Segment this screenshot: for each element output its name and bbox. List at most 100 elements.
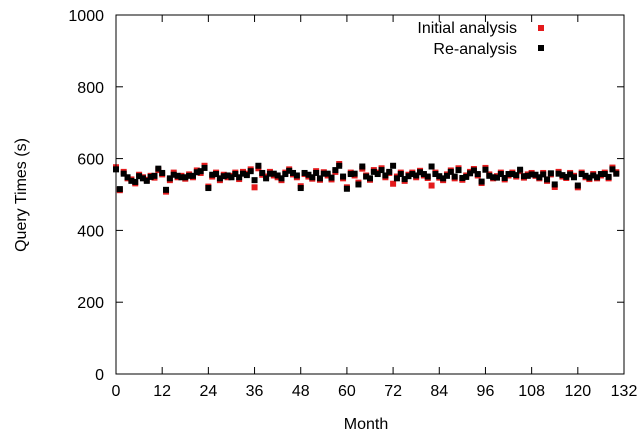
- point-re-analysis: [363, 173, 370, 180]
- legend-swatch-re-analysis: [538, 45, 544, 51]
- point-re-analysis: [316, 175, 323, 182]
- point-re-analysis: [328, 174, 335, 181]
- y-tick-label: 800: [77, 80, 104, 97]
- legend-label-initial-analysis: Initial analysis: [417, 20, 517, 37]
- point-re-analysis: [436, 173, 443, 180]
- point-re-analysis: [136, 173, 143, 180]
- point-re-analysis: [501, 174, 508, 181]
- point-re-analysis: [490, 174, 497, 181]
- point-re-analysis: [517, 166, 524, 173]
- point-re-analysis: [428, 163, 435, 170]
- point-re-analysis: [378, 167, 385, 174]
- point-re-analysis: [459, 174, 466, 181]
- point-re-analysis: [528, 171, 535, 178]
- point-re-analysis: [594, 174, 601, 181]
- point-re-analysis: [478, 178, 485, 185]
- point-re-analysis: [597, 171, 604, 178]
- x-tick-label: 24: [199, 383, 217, 400]
- point-initial-analysis: [251, 184, 258, 191]
- point-re-analysis: [613, 170, 620, 177]
- point-re-analysis: [551, 181, 558, 188]
- point-re-analysis: [555, 170, 562, 177]
- point-re-analysis: [236, 174, 243, 181]
- point-re-analysis: [424, 173, 431, 180]
- point-re-analysis: [447, 168, 454, 175]
- point-re-analysis: [432, 171, 439, 178]
- point-re-analysis: [370, 168, 377, 175]
- point-re-analysis: [397, 171, 404, 178]
- point-re-analysis: [301, 169, 308, 176]
- point-re-analysis: [386, 168, 393, 175]
- point-re-analysis: [355, 181, 362, 188]
- point-re-analysis: [220, 173, 227, 180]
- x-tick-label: 132: [611, 383, 638, 400]
- point-re-analysis: [509, 171, 516, 178]
- point-re-analysis: [213, 171, 220, 178]
- point-re-analysis: [170, 171, 177, 178]
- point-re-analysis: [293, 172, 300, 179]
- point-re-analysis: [216, 175, 223, 182]
- point-re-analysis: [359, 163, 366, 170]
- point-re-analysis: [266, 170, 273, 177]
- x-tick-label: 0: [112, 383, 121, 400]
- x-tick-label: 96: [477, 383, 495, 400]
- point-re-analysis: [451, 173, 458, 180]
- point-re-analysis: [343, 185, 350, 192]
- point-re-analysis: [601, 171, 608, 178]
- x-tick-label: 12: [153, 383, 171, 400]
- x-tick-label: 84: [430, 383, 448, 400]
- point-re-analysis: [440, 175, 447, 182]
- point-re-analysis: [251, 177, 258, 184]
- legend-swatch-initial-analysis: [538, 25, 544, 31]
- point-re-analysis: [228, 174, 235, 181]
- point-re-analysis: [259, 169, 266, 176]
- point-re-analysis: [351, 170, 358, 177]
- point-re-analysis: [463, 173, 470, 180]
- point-re-analysis: [347, 171, 354, 178]
- point-re-analysis: [382, 172, 389, 179]
- x-axis-label: Month: [344, 416, 388, 433]
- y-axis-label: Query Times (s): [13, 138, 30, 252]
- point-re-analysis: [486, 172, 493, 179]
- point-re-analysis: [544, 176, 551, 183]
- point-re-analysis: [201, 164, 208, 171]
- point-re-analysis: [578, 171, 585, 178]
- point-re-analysis: [497, 171, 504, 178]
- point-re-analysis: [243, 172, 250, 179]
- point-re-analysis: [120, 170, 127, 177]
- point-re-analysis: [605, 173, 612, 180]
- point-re-analysis: [532, 171, 539, 178]
- point-re-analysis: [567, 171, 574, 178]
- point-re-analysis: [224, 172, 231, 179]
- point-re-analysis: [143, 177, 150, 184]
- x-tick-label: 48: [292, 383, 310, 400]
- x-tick-label: 108: [518, 383, 545, 400]
- point-re-analysis: [455, 167, 462, 174]
- point-re-analysis: [505, 171, 512, 178]
- point-re-analysis: [590, 172, 597, 179]
- point-re-analysis: [232, 171, 239, 178]
- y-tick-label: 0: [95, 367, 104, 384]
- point-re-analysis: [240, 170, 246, 177]
- point-re-analysis: [470, 167, 477, 174]
- point-re-analysis: [270, 170, 277, 177]
- point-re-analysis: [474, 171, 481, 178]
- point-re-analysis: [286, 167, 293, 174]
- point-re-analysis: [582, 172, 589, 179]
- x-tick-label: 72: [384, 383, 402, 400]
- axes-layer: [115, 14, 625, 375]
- point-re-analysis: [513, 172, 520, 179]
- point-re-analysis: [417, 169, 424, 176]
- point-re-analysis: [128, 177, 135, 184]
- point-re-analysis: [182, 174, 189, 181]
- point-re-analysis: [413, 172, 420, 179]
- point-re-analysis: [586, 174, 593, 181]
- point-re-analysis: [278, 175, 285, 182]
- point-re-analysis: [409, 171, 416, 178]
- point-re-analysis: [274, 172, 281, 179]
- point-re-analysis: [193, 169, 200, 176]
- point-re-analysis: [443, 172, 450, 179]
- point-re-analysis: [467, 170, 474, 177]
- point-re-analysis: [282, 171, 289, 178]
